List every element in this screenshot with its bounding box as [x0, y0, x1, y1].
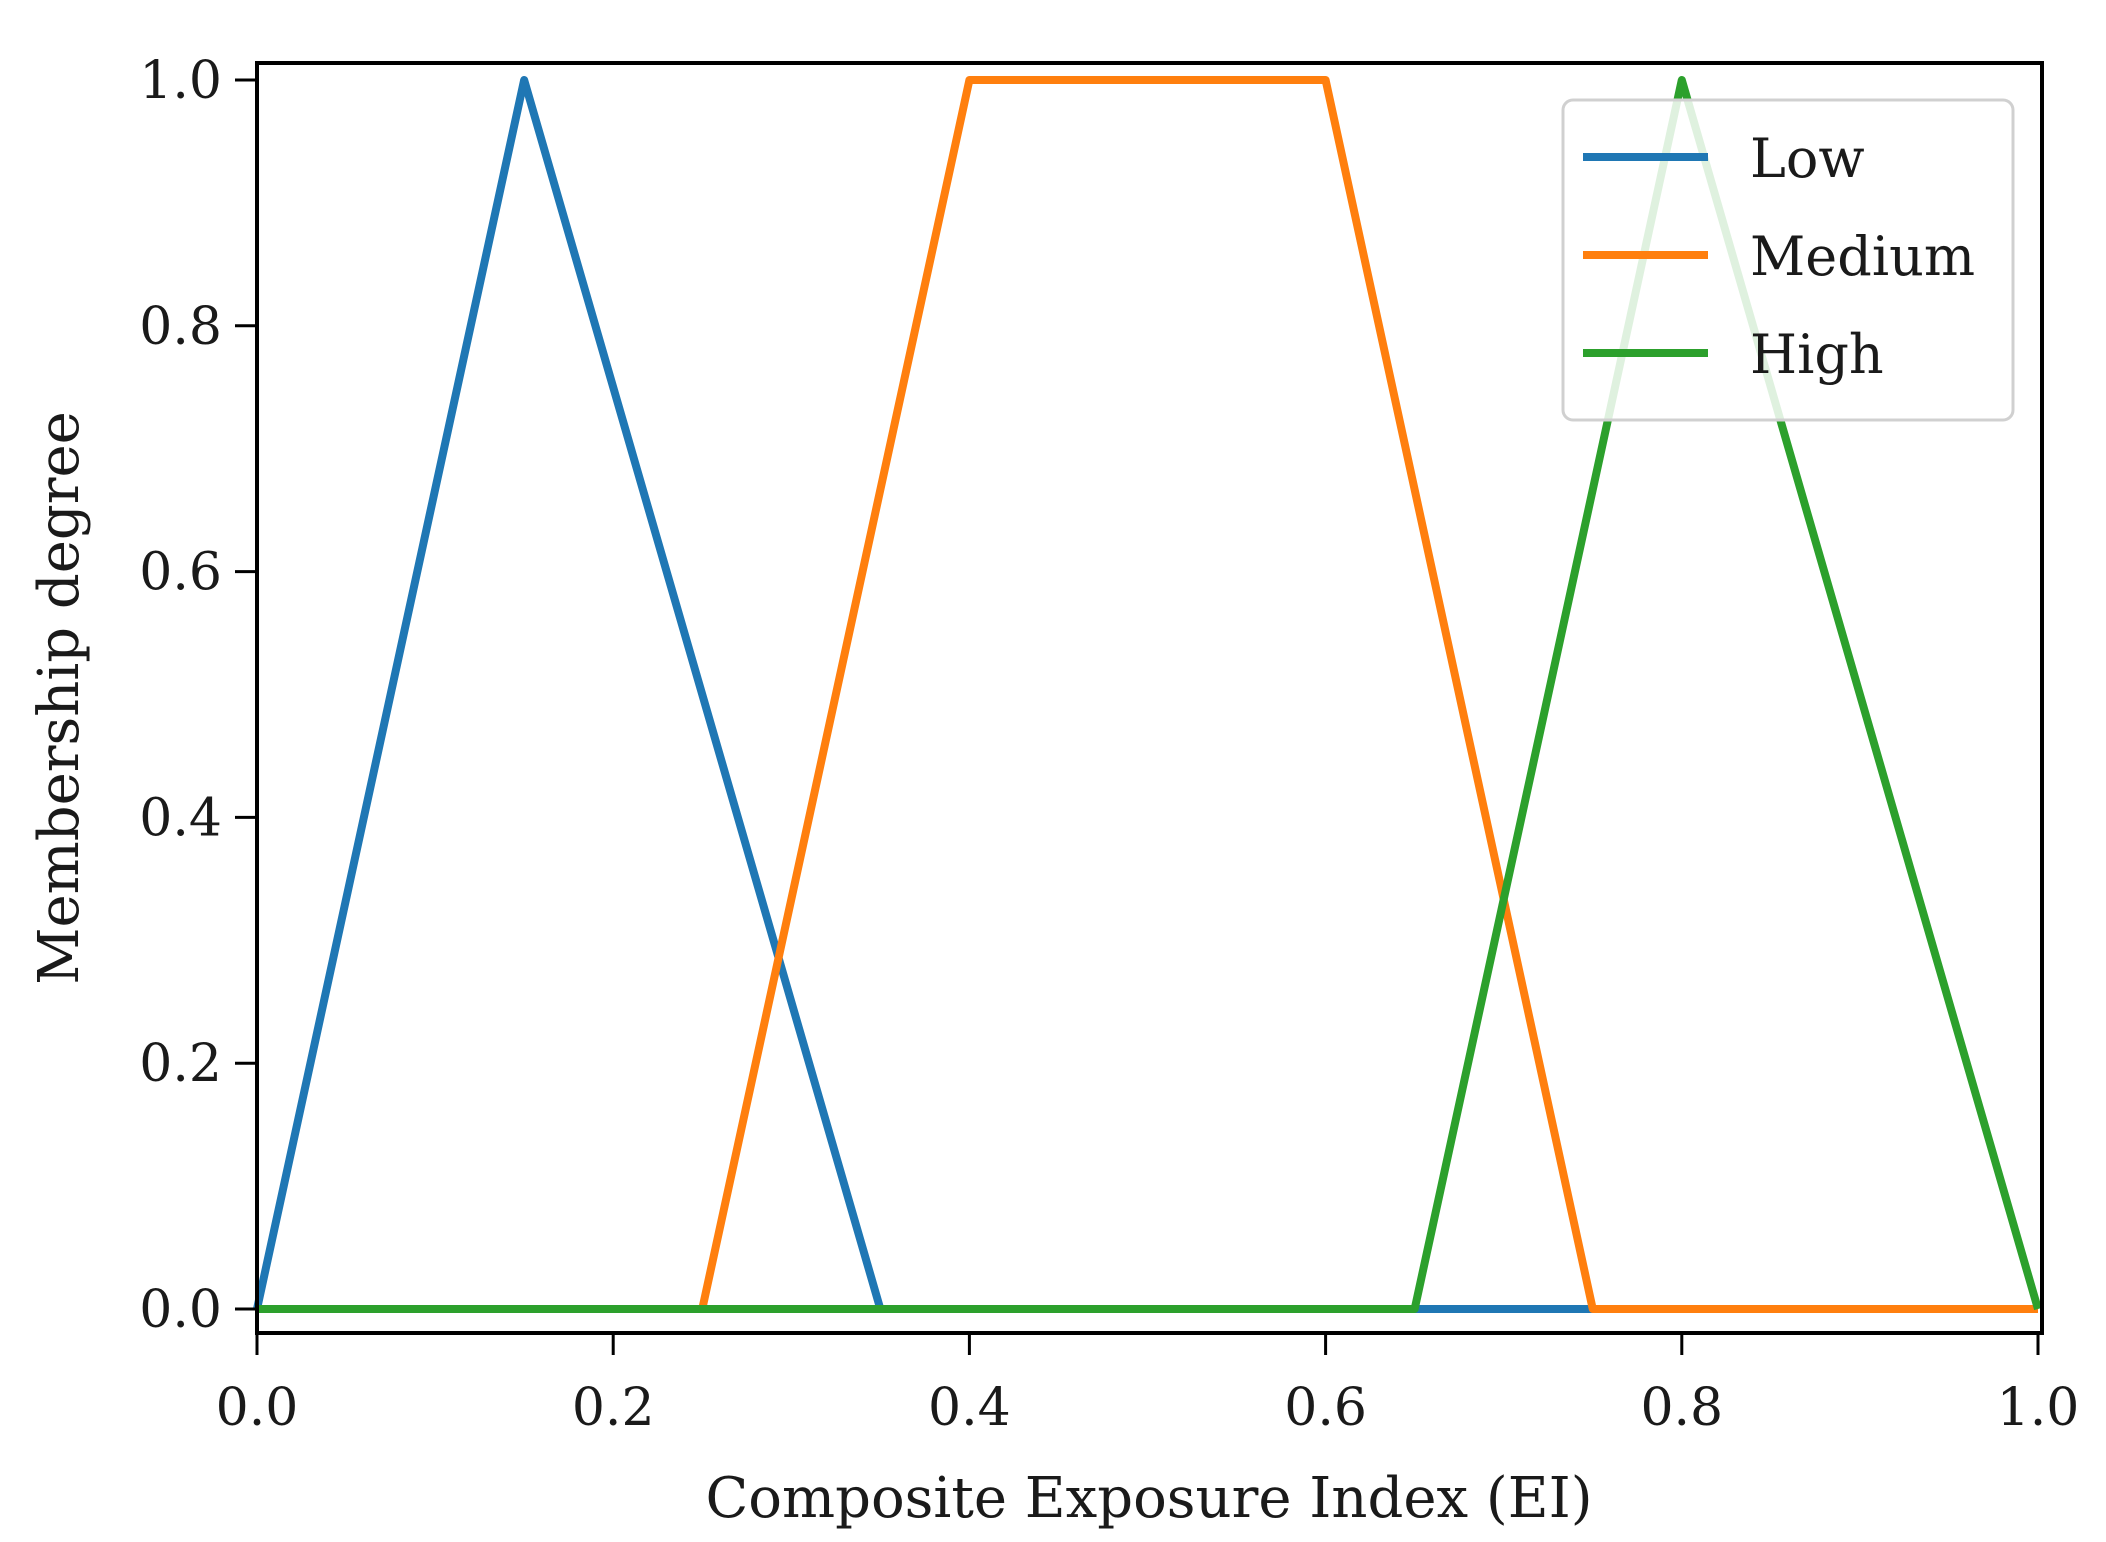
y-tick-label: 0.4 [139, 788, 222, 848]
x-tick-label: 0.4 [928, 1378, 1011, 1438]
y-tick-label: 0.0 [139, 1280, 222, 1340]
x-tick-label: 0.2 [572, 1378, 655, 1438]
series-line-high [257, 76, 2042, 1313]
x-tick-label: 0.6 [1284, 1378, 1367, 1438]
legend-label-medium: Medium [1750, 225, 1975, 288]
series-line-low [253, 76, 1593, 1313]
series-layer [253, 76, 2042, 1313]
x-tick-label: 1.0 [1997, 1378, 2080, 1438]
ticks-layer: 0.0 0.2 0.4 0.6 0.8 1.0 0.0 0.2 0.4 0.6 0.8 1.0 [139, 51, 2079, 1438]
legend: Low Medium High [1561, 98, 2015, 422]
y-tick-label: 1.0 [139, 51, 222, 111]
y-tick-label: 0.8 [139, 297, 222, 357]
y-tick-label: 0.2 [139, 1034, 222, 1094]
series-line-medium [698, 76, 2038, 1313]
x-axis-label: Composite Exposure Index (EI) [705, 1466, 1592, 1531]
y-axis-label: Membership degree [27, 411, 92, 985]
legend-box [1561, 98, 2015, 422]
x-tick-label: 0.0 [216, 1378, 299, 1438]
legend-label-low: Low [1750, 127, 1865, 190]
legend-label-high: High [1750, 323, 1884, 386]
x-tick-label: 0.8 [1640, 1378, 1723, 1438]
y-tick-label: 0.6 [139, 543, 222, 603]
axes-frame [255, 61, 2044, 1335]
